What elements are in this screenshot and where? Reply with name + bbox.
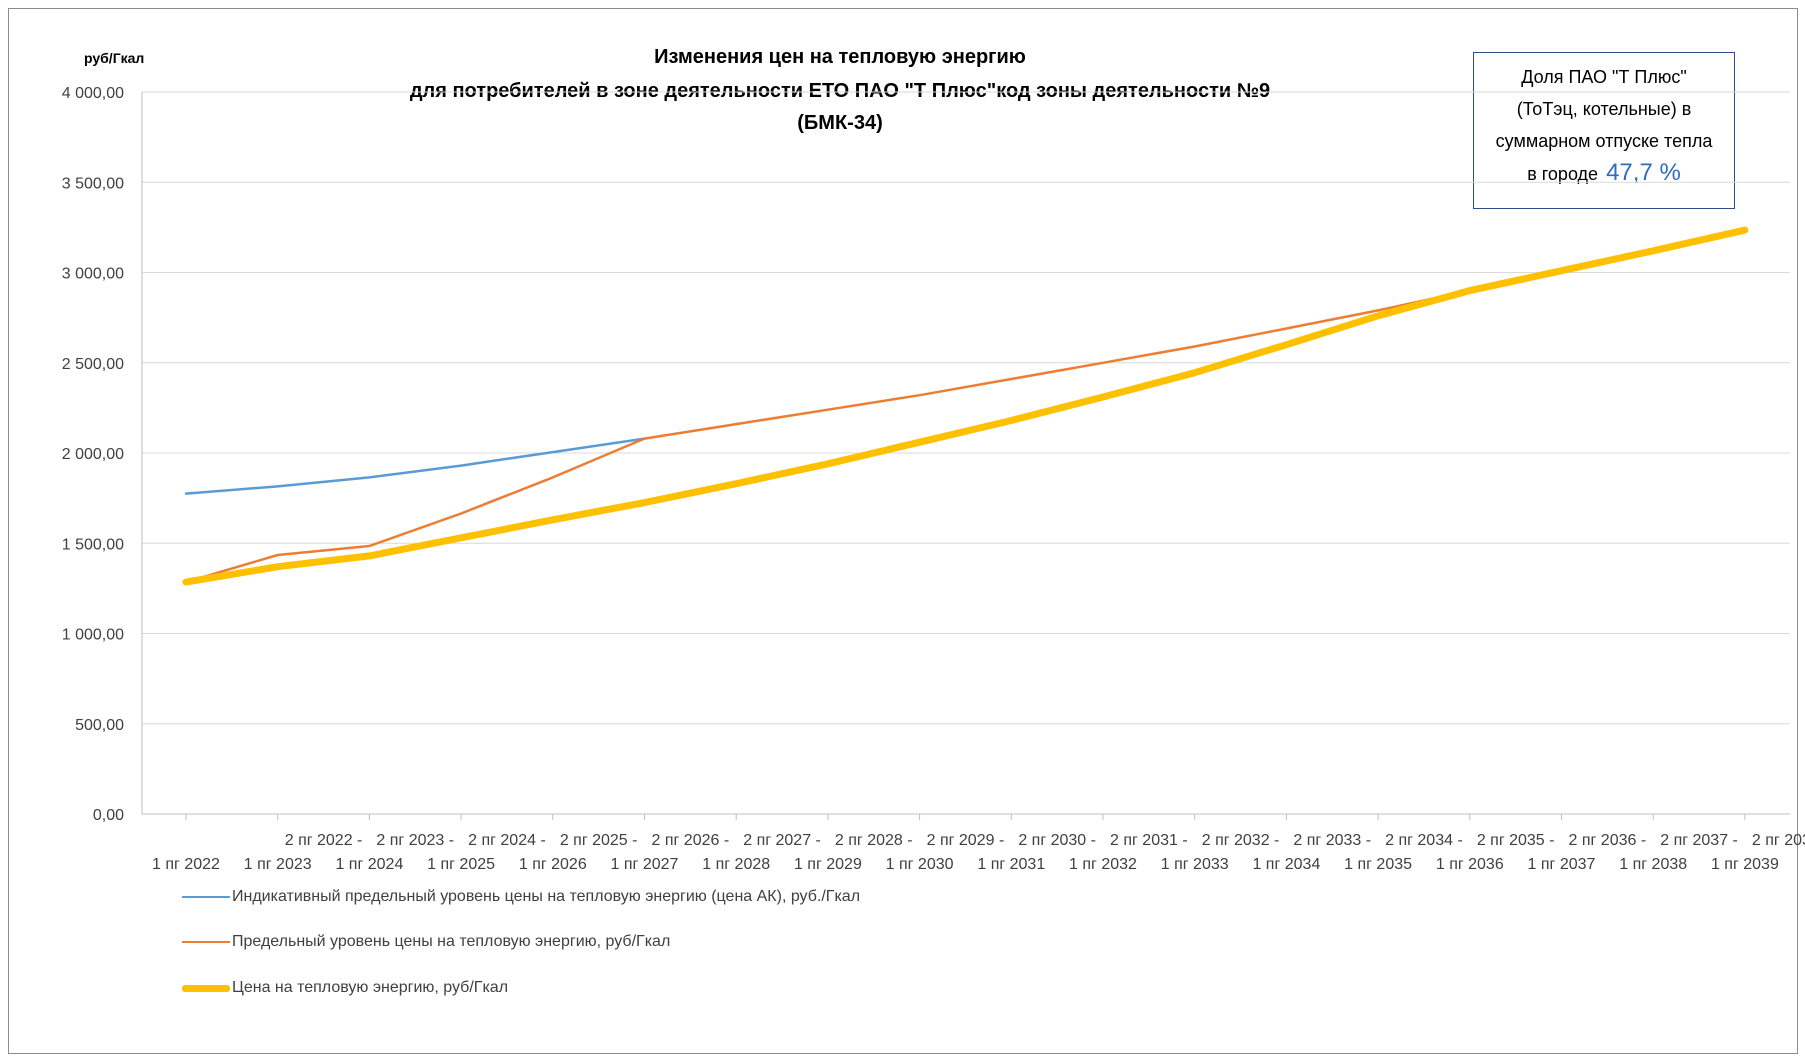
x-tick-label-bottom: 1 пг 2023	[244, 856, 312, 873]
x-tick-label-top: 2 пг 2033 -	[1293, 832, 1371, 849]
legend-item-indicative: Индикативный предельный уровень цены на …	[182, 886, 860, 908]
y-tick-label: 3 500,00	[62, 175, 124, 192]
legend-swatch-price	[182, 984, 230, 992]
x-tick-label-top: 2 пг 2025 -	[560, 832, 638, 849]
x-tick-label-top: 2 пг 2024 -	[468, 832, 546, 849]
x-tick-label-top: 2 пг 2028 -	[835, 832, 913, 849]
x-tick-label-top: 2 пг 2030 -	[1018, 832, 1096, 849]
x-tick-label-top: 2 пг 2026 -	[652, 832, 730, 849]
x-tick-label-top: 2 пг 2035 -	[1477, 832, 1555, 849]
chart-title-line-3: (БМК-34)	[797, 112, 883, 134]
x-tick-label-bottom: 1 пг 2038	[1619, 856, 1687, 873]
x-tick-label-bottom: 1 пг 2031	[977, 856, 1045, 873]
x-tick-label-top: 2 пг 2037 -	[1660, 832, 1738, 849]
x-tick-label-top: 2 пг 2022 -	[285, 832, 363, 849]
y-axis-unit: руб/Гкал	[84, 50, 145, 66]
x-tick-label-bottom: 1 пг 2026	[519, 856, 587, 873]
y-tick-label: 2 000,00	[62, 446, 124, 463]
x-tick-label-top: 2 пг 2027 -	[743, 832, 821, 849]
y-tick-label: 2 500,00	[62, 356, 124, 373]
share-info-box: Доля ПАО "Т Плюс" (ТоТэц, котельные) в с…	[1473, 52, 1735, 209]
x-tick-label-bottom: 1 пг 2029	[794, 856, 862, 873]
legend-label-indicative: Индикативный предельный уровень цены на …	[232, 888, 861, 905]
legend-item-limit: Предельный уровень цены на тепловую энер…	[182, 931, 670, 953]
legend-swatch-indicative	[182, 895, 230, 899]
x-tick-label-bottom: 1 пг 2025	[427, 856, 495, 873]
chart-title-line-1: Изменения цен на тепловую энергию	[654, 46, 1026, 68]
series-line-2	[182, 226, 1749, 586]
x-tick-label-top: 2 пг 2023 -	[376, 832, 454, 849]
legend-label-price: Цена на тепловую энергию, руб/Гкал	[232, 979, 509, 996]
y-tick-label: 3 000,00	[62, 266, 124, 283]
x-tick-label-bottom: 1 пг 2037	[1528, 856, 1596, 873]
legend-swatch-limit	[182, 940, 230, 944]
x-tick-label-top: 2 пг 2036 -	[1569, 832, 1647, 849]
x-tick-label-bottom: 1 пг 2039	[1711, 856, 1779, 873]
x-tick-label-top: 2 пг 2031 -	[1110, 832, 1188, 849]
info-line-1: Доля ПАО "Т Плюс"	[1521, 67, 1687, 87]
x-tick-label-bottom: 1 пг 2032	[1069, 856, 1137, 873]
share-percent: 47,7 %	[1606, 159, 1681, 186]
x-tick-label-bottom: 1 пг 2035	[1344, 856, 1412, 873]
x-tick-label-top: 2 пг 2029 -	[927, 832, 1005, 849]
y-tick-label: 1 000,00	[62, 627, 124, 644]
x-tick-label-top: 2 пг 2034 -	[1385, 832, 1463, 849]
info-city-label: в городе	[1527, 164, 1599, 184]
y-tick-label: 4 000,00	[62, 85, 124, 102]
y-tick-label: 1 500,00	[62, 536, 124, 553]
x-tick-label-bottom: 1 пг 2030	[886, 856, 954, 873]
x-tick-label-top: 2 пг 2032 -	[1202, 832, 1280, 849]
x-tick-label-bottom: 1 пг 2027	[611, 856, 679, 873]
x-tick-label-bottom: 1 пг 2024	[335, 856, 403, 873]
chart-title-line-2: для потребителей в зоне деятельности ЕТО…	[409, 80, 1271, 102]
x-tick-label-bottom: 1 пг 2028	[702, 856, 770, 873]
info-line-4: в городе 47,7 %	[1474, 157, 1734, 190]
chart-frame	[8, 8, 1798, 1054]
x-tick-label-bottom: 1 пг 2033	[1161, 856, 1229, 873]
legend-label-limit: Предельный уровень цены на тепловую энер…	[232, 933, 671, 950]
y-tick-label: 0,00	[93, 807, 124, 824]
x-tick-label-bottom: 1 пг 2022	[152, 856, 220, 873]
legend-item-price: Цена на тепловую энергию, руб/Гкал	[182, 977, 508, 999]
x-tick-label-bottom: 1 пг 2034	[1252, 856, 1320, 873]
x-tick-label-bottom: 1 пг 2036	[1436, 856, 1504, 873]
series-line-0	[184, 437, 646, 495]
y-tick-label: 500,00	[75, 717, 124, 734]
info-line-2: (ТоТэц, котельные) в	[1516, 99, 1692, 119]
x-tick-label-top: 2 пг 2038 -	[1752, 832, 1805, 849]
info-line-3: суммарном отпуске тепла	[1495, 131, 1713, 151]
